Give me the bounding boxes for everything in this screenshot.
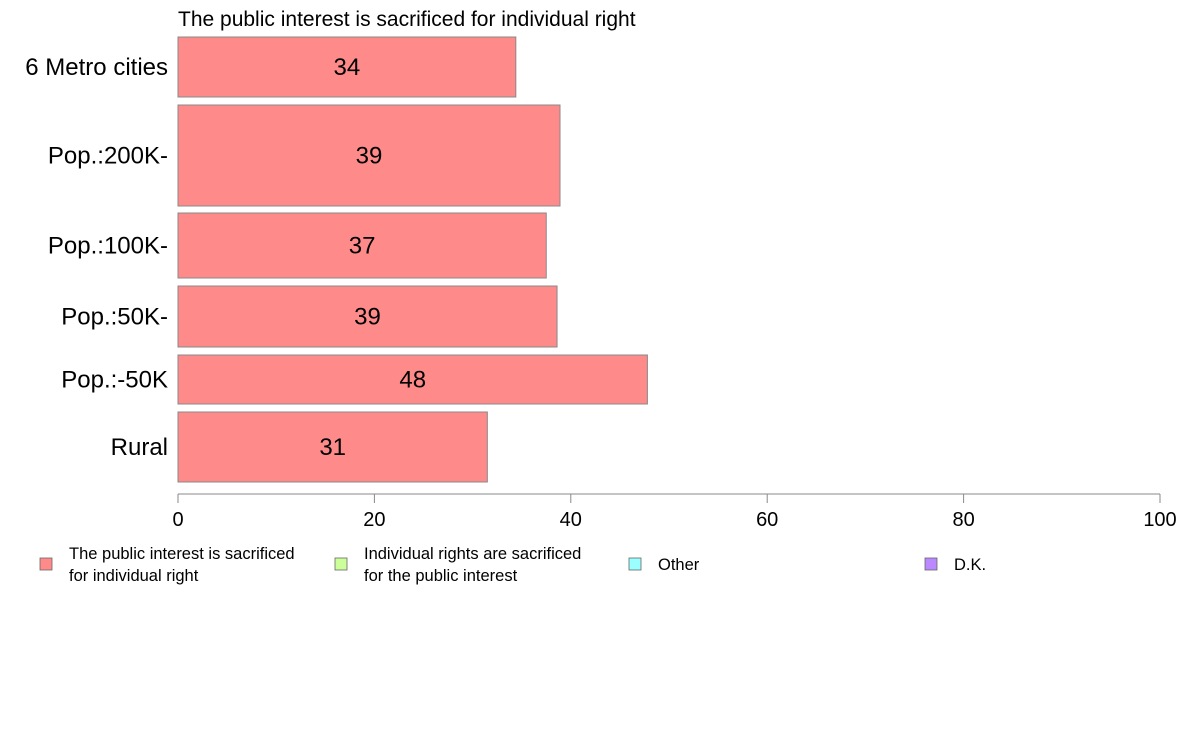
- x-tick-label: 60: [756, 509, 778, 531]
- legend-item: Individual rights are sacrificed for the …: [334, 545, 581, 585]
- legend-swatch: [628, 557, 642, 571]
- legend-label: Other: [658, 556, 700, 574]
- x-tick-label: 40: [560, 509, 582, 531]
- category-label: Pop.:50K-: [61, 304, 168, 331]
- bar-value-label: 39: [356, 143, 383, 170]
- legend-item: D.K.: [924, 556, 986, 574]
- bar-value-label: 37: [349, 233, 376, 260]
- bar: [177, 36, 517, 98]
- x-axis: 0 20 40 60 80 100: [172, 493, 1177, 531]
- bars-group: 34 6 Metro cities 39 Pop.:200K- 37 Pop.:100K-…: [25, 36, 648, 483]
- x-tick-label: 0: [172, 509, 183, 531]
- category-label: 6 Metro cities: [25, 54, 168, 81]
- x-tick-label: 100: [1143, 509, 1176, 531]
- legend-label: The public interest is sacrificed: [69, 545, 295, 563]
- x-tick-label: 80: [952, 509, 974, 531]
- bar: [177, 285, 558, 348]
- legend-label: Individual rights are sacrificed: [364, 545, 581, 563]
- bar: [177, 411, 488, 483]
- category-label: Pop.:200K-: [48, 143, 168, 170]
- chart-title: The public interest is sacrificed for in…: [178, 8, 636, 31]
- bar-value-label: 48: [399, 367, 426, 394]
- category-label: Pop.:100K-: [48, 233, 168, 260]
- legend-label: D.K.: [954, 556, 986, 574]
- legend-swatch: [924, 557, 938, 571]
- legend: The public interest is sacrificed for ind…: [39, 545, 986, 585]
- legend-swatch: [39, 557, 53, 571]
- legend-item: The public interest is sacrificed for ind…: [39, 545, 295, 585]
- bar: [177, 354, 648, 405]
- bar-value-label: 34: [334, 54, 361, 81]
- bar-value-label: 31: [319, 434, 346, 461]
- x-tick-label: 20: [363, 509, 385, 531]
- legend-item: Other: [628, 556, 700, 574]
- legend-label: for the public interest: [364, 567, 518, 585]
- bar-value-label: 39: [354, 304, 381, 331]
- bar: [177, 104, 561, 207]
- category-label: Pop.:-50K: [61, 367, 168, 394]
- bar: [177, 212, 547, 279]
- legend-label: for individual right: [69, 567, 199, 585]
- category-label: Rural: [111, 434, 168, 461]
- legend-swatch: [334, 557, 348, 571]
